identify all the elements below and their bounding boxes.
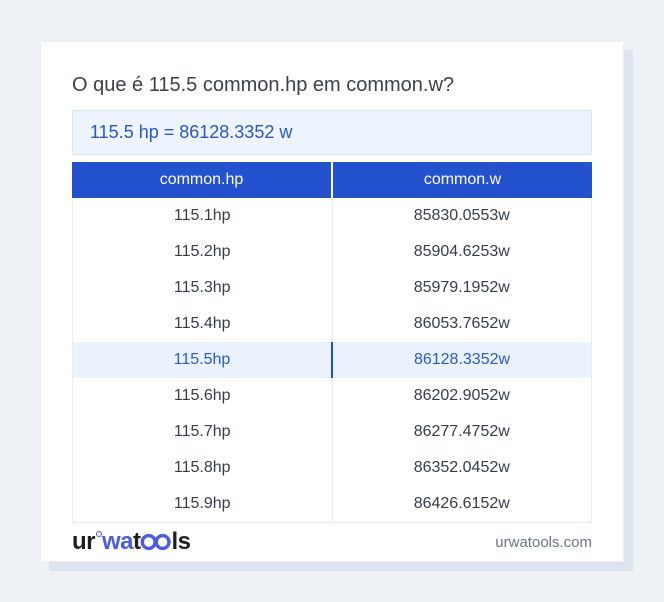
logo-ring-icon <box>96 531 102 537</box>
table-cell-hp: 115.5hp <box>73 342 333 378</box>
table-row: 115.1hp 85830.0553w <box>73 198 591 234</box>
table-cell-w: 85830.0553w <box>413 207 510 224</box>
logo-text-wa: wa <box>102 528 134 555</box>
table-row: 115.4hp 86053.7652w <box>73 306 591 342</box>
conversion-result-text: 115.5 hp = 86128.3352 w <box>90 122 293 142</box>
table-row: 115.8hp 86352.0452w <box>73 450 591 486</box>
table-body: 115.1hp 85830.0553w 115.2hp 85904.6253w … <box>72 198 592 523</box>
table-cell-hp: 115.2hp <box>73 234 333 270</box>
table-cell-hp: 115.1hp <box>73 198 333 234</box>
table-row: 115.3hp 85979.1952w <box>73 270 591 306</box>
table-cell-w: 86202.9052w <box>413 387 510 404</box>
table-row: 115.5hp 86128.3352w <box>73 342 591 378</box>
logo-text-t: t <box>133 528 141 555</box>
table-row: 115.2hp 85904.6253w <box>73 234 591 270</box>
table-cell-hp: 115.8hp <box>73 450 333 486</box>
table-row: 115.6hp 86202.9052w <box>73 378 591 414</box>
table-cell-w: 86277.4752w <box>413 423 510 440</box>
table-header-row: common.hp common.w <box>72 162 592 198</box>
table-header-w: common.w <box>423 171 502 188</box>
logo-text-ls: ls <box>171 528 192 555</box>
page-title: O que é 115.5 common.hp em common.w? <box>72 74 455 96</box>
conversion-result-box: 115.5 hp = 86128.3352 w <box>72 110 592 155</box>
table-cell-w: 85979.1952w <box>413 279 510 296</box>
table-cell-w: 86128.3352w <box>413 351 511 368</box>
logo-oo-rings-icon <box>140 533 171 550</box>
table-row: 115.7hp 86277.4752w <box>73 414 591 450</box>
conversion-table: common.hp common.w 115.1hp 85830.0553w 1… <box>72 162 592 523</box>
table-cell-w: 86352.0452w <box>413 459 510 476</box>
table-header-hp: common.hp <box>72 162 333 198</box>
table-cell-w: 85904.6253w <box>413 243 510 260</box>
logo-text-ur: ur <box>72 528 96 555</box>
table-cell-w: 86426.6152w <box>413 495 510 512</box>
site-domain-text: urwatools.com <box>495 533 592 551</box>
table-cell-hp: 115.6hp <box>73 378 333 414</box>
table-cell-hp: 115.9hp <box>73 486 333 522</box>
table-row: 115.9hp 86426.6152w <box>73 486 591 522</box>
table-cell-hp: 115.7hp <box>73 414 333 450</box>
urwatools-logo[interactable]: ur wa t ls <box>72 530 191 554</box>
converter-card: O que é 115.5 common.hp em common.w? 115… <box>40 41 624 562</box>
table-cell-hp: 115.4hp <box>73 306 333 342</box>
table-cell-hp: 115.3hp <box>73 270 333 306</box>
table-cell-w: 86053.7652w <box>413 315 510 332</box>
card-footer: ur wa t ls urwatools.com <box>72 523 592 561</box>
